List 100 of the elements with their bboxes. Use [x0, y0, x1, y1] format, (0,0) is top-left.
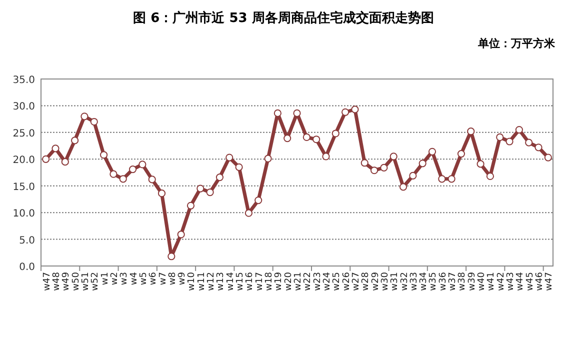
point: [264, 154, 272, 162]
x-tick-label: w32: [400, 272, 410, 291]
x-tick-label: w44: [516, 272, 526, 291]
point: [380, 164, 388, 172]
x-tick-label: w9: [178, 272, 188, 286]
y-tick-label: 20.0: [12, 155, 35, 166]
x-tick-label: w33: [409, 272, 420, 291]
point: [158, 190, 166, 198]
x-tick-label: w43: [506, 272, 516, 291]
x-tick-label: w39: [467, 272, 478, 291]
point: [177, 230, 185, 238]
x-tick-label: w51: [80, 272, 91, 291]
point: [312, 136, 320, 144]
x-tick-label: w52: [90, 272, 101, 291]
point: [216, 174, 224, 182]
y-tick-label: 35.0: [12, 75, 35, 86]
x-tick-label: w27: [351, 272, 362, 291]
point: [506, 138, 514, 146]
y-tick-label: 0.0: [19, 262, 35, 273]
x-tick-label: w3: [120, 272, 130, 286]
x-tick-label: w20: [284, 272, 294, 291]
point: [206, 188, 214, 196]
point: [138, 160, 146, 168]
point: [42, 155, 50, 163]
point: [418, 160, 426, 168]
x-tick-label: w13: [216, 272, 226, 291]
y-tick-label: 5.0: [19, 235, 35, 246]
x-tick-label: w1: [100, 272, 110, 286]
chart-subtitle: 单位：万平方米: [477, 37, 556, 50]
point: [438, 175, 446, 183]
x-tick-label: w49: [62, 272, 72, 291]
point: [515, 126, 523, 134]
point: [128, 165, 137, 174]
x-tick-label: w25: [332, 272, 342, 291]
point: [370, 166, 378, 174]
point: [351, 106, 359, 114]
point: [61, 158, 69, 166]
x-tick-label: w34: [419, 272, 430, 291]
x-tick-label: w29: [370, 272, 381, 291]
x-tick-label: w23: [312, 272, 323, 291]
point: [168, 252, 176, 260]
x-tick-label: w7: [158, 272, 168, 286]
point: [90, 118, 98, 126]
x-tick-label: w36: [438, 272, 448, 291]
x-tick-label: w19: [274, 272, 284, 291]
point: [119, 175, 127, 183]
point: [235, 163, 243, 171]
point: [52, 144, 60, 152]
point: [148, 176, 156, 184]
point: [409, 172, 417, 180]
x-tick-label: w11: [196, 272, 207, 291]
point: [476, 160, 484, 168]
point: [467, 128, 475, 136]
x-tick-label: w15: [236, 272, 246, 291]
y-tick-label: 15.0: [12, 182, 35, 193]
point: [71, 136, 79, 144]
point: [544, 154, 552, 162]
point: [226, 154, 234, 162]
x-tick-label: w35: [428, 272, 439, 291]
x-tick-label: w38: [458, 272, 468, 291]
point: [448, 175, 456, 183]
x-tick-label: w8: [168, 272, 178, 286]
x-tick-label: w31: [390, 272, 400, 291]
point: [186, 202, 195, 210]
point: [302, 133, 310, 142]
x-tick-label: w12: [206, 272, 217, 291]
x-tick-label: w14: [226, 272, 236, 291]
x-tick-label: w17: [254, 272, 265, 291]
point: [293, 109, 301, 117]
x-tick-label: w48: [52, 272, 62, 291]
y-tick-label: 10.0: [12, 208, 35, 220]
point: [428, 148, 436, 156]
point: [322, 152, 330, 160]
point: [274, 109, 282, 117]
x-tick-label: w22: [303, 272, 314, 291]
x-tick-label: w46: [535, 272, 546, 291]
x-tick-label: w2: [110, 272, 120, 286]
point: [360, 159, 368, 167]
x-tick-label: w30: [380, 272, 390, 291]
chart-title: 图 6：广州市近 53 周各周商品住宅成交面积走势图: [133, 10, 434, 26]
x-tick-label: w21: [294, 272, 304, 291]
x-tick-label: w6: [148, 272, 159, 286]
point: [525, 138, 533, 146]
point: [244, 209, 252, 217]
x-tick-label: w42: [496, 272, 506, 291]
x-tick-label: w45: [525, 272, 536, 291]
point: [486, 172, 494, 180]
x-tick-label: w10: [187, 272, 198, 291]
y-tick-label: 30.0: [12, 102, 35, 113]
x-tick-label: w5: [138, 272, 149, 286]
x-tick-label: w4: [129, 272, 140, 286]
point: [332, 130, 340, 138]
y-tick-label: 25.0: [12, 128, 35, 140]
point: [100, 151, 108, 159]
point: [457, 150, 466, 158]
x-tick-label: w40: [477, 272, 488, 291]
x-tick-label: w24: [322, 272, 332, 291]
x-tick-label: w47: [42, 272, 52, 291]
x-tick-label: w26: [342, 272, 352, 291]
point: [342, 108, 350, 116]
